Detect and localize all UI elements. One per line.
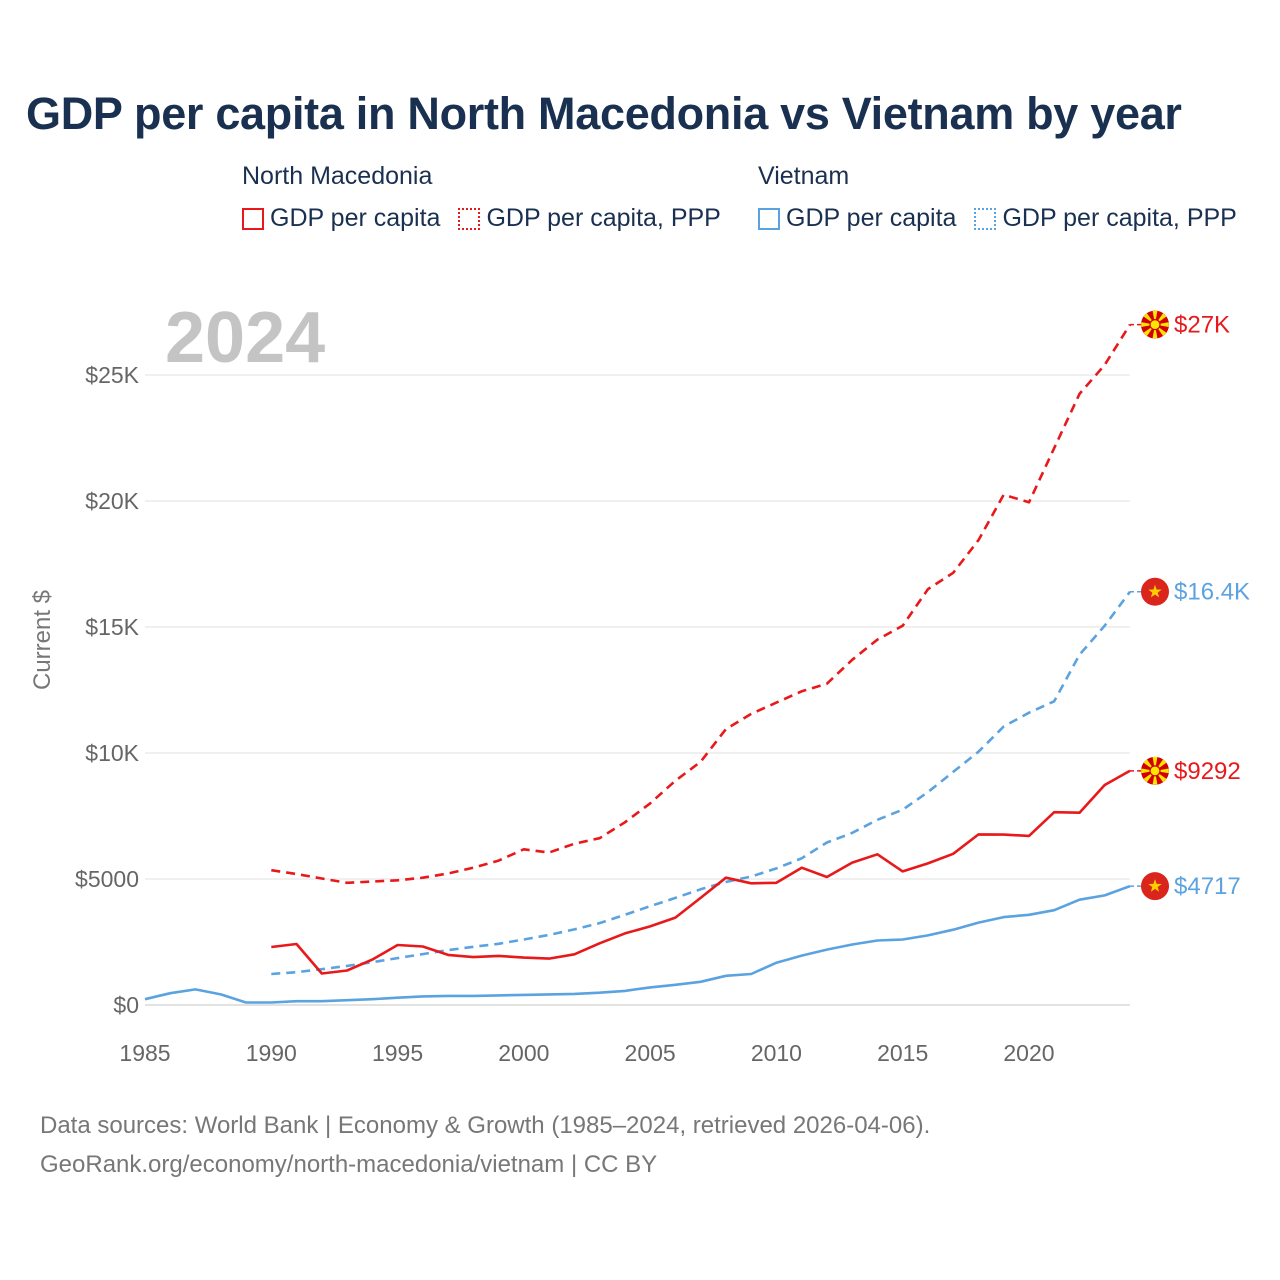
x-axis-ticks: 1985 1990 1995 2000 2005 2010 2015 2020 bbox=[119, 1040, 1054, 1066]
vietnam-flag-icon bbox=[1141, 577, 1169, 606]
flag-ray bbox=[1155, 768, 1169, 774]
y-tick-label: $10K bbox=[85, 740, 139, 766]
x-tick-label: 2020 bbox=[1003, 1040, 1054, 1066]
legend-swatch-dotted-icon bbox=[974, 207, 997, 230]
flag-ray bbox=[1155, 322, 1169, 327]
flag-ray bbox=[1152, 757, 1158, 771]
flag-sun bbox=[1149, 319, 1161, 331]
end-value-label: $16.4K bbox=[1174, 579, 1250, 606]
legend-item-north-macedonia-gdp[interactable]: GDP per capita bbox=[242, 204, 440, 233]
legend-group-title: Vietnam bbox=[758, 162, 850, 190]
series-lines bbox=[144, 323, 1132, 1004]
line-chart: 2024 Current $ $0 $5000 $10K $15K $20K $25K 1… bbox=[29, 298, 1250, 1066]
x-tick-label: 1995 bbox=[372, 1040, 423, 1066]
legend-swatch-solid-icon bbox=[758, 207, 780, 230]
flag-ray bbox=[1141, 322, 1155, 327]
x-tick-label: 2015 bbox=[877, 1040, 928, 1066]
y-tick-label: $20K bbox=[85, 488, 139, 514]
series-line-0 bbox=[271, 323, 1132, 885]
legend-group-vietnam: Vietnam GDP per capita GDP per capita, P… bbox=[758, 162, 1237, 233]
flag-ray bbox=[1152, 324, 1158, 339]
footer-link[interactable]: GeoRank.org/economy/north-macedonia/viet… bbox=[40, 1151, 658, 1178]
legend-label: GDP per capita, PPP bbox=[486, 204, 721, 232]
legend-item-vietnam-gdp-ppp[interactable]: GDP per capita, PPP bbox=[974, 204, 1237, 233]
grid-lines bbox=[145, 374, 1130, 1006]
legend-swatch-dotted-icon bbox=[458, 207, 481, 230]
legend-group-title: North Macedonia bbox=[242, 162, 433, 190]
flag-sun bbox=[1149, 765, 1161, 777]
y-tick-label: $0 bbox=[113, 992, 139, 1018]
series-end-markers: $27K $16.4K $9292 $4717 bbox=[1130, 310, 1250, 901]
legend-label: GDP per capita, PPP bbox=[1002, 204, 1237, 232]
y-axis-label: Current $ bbox=[29, 590, 56, 690]
legend-label: GDP per capita bbox=[270, 204, 441, 232]
series-line-3 bbox=[144, 884, 1131, 1004]
end-value-label: $27K bbox=[1174, 312, 1230, 339]
legend-label: GDP per capita bbox=[786, 204, 957, 232]
footer: Data sources: World Bank | Economy & Gro… bbox=[40, 1106, 930, 1184]
flag-star bbox=[1148, 584, 1162, 598]
footer-source: Data sources: World Bank | Economy & Gro… bbox=[40, 1112, 931, 1139]
x-tick-label: 2000 bbox=[498, 1040, 549, 1066]
x-tick-label: 2010 bbox=[751, 1040, 802, 1066]
x-tick-label: 1985 bbox=[119, 1040, 170, 1066]
y-tick-label: $25K bbox=[85, 362, 139, 388]
north-macedonia-flag-icon bbox=[1141, 756, 1169, 785]
flag-ray bbox=[1141, 768, 1155, 774]
series-line-2 bbox=[271, 769, 1131, 975]
y-tick-label: $5000 bbox=[75, 866, 139, 892]
end-value-label: $9292 bbox=[1174, 758, 1241, 785]
north-macedonia-flag-icon bbox=[1141, 310, 1169, 339]
x-tick-label: 1990 bbox=[246, 1040, 297, 1066]
flag-ray bbox=[1152, 770, 1158, 785]
flag-ray bbox=[1152, 310, 1158, 325]
y-tick-label: $15K bbox=[85, 614, 139, 640]
legend-item-north-macedonia-gdp-ppp[interactable]: GDP per capita, PPP bbox=[458, 204, 721, 233]
vietnam-flag-icon bbox=[1141, 872, 1169, 901]
x-tick-label: 2005 bbox=[625, 1040, 676, 1066]
legend-swatch-solid-icon bbox=[242, 207, 264, 230]
year-watermark: 2024 bbox=[165, 298, 325, 378]
legend-item-vietnam-gdp[interactable]: GDP per capita bbox=[758, 204, 956, 233]
end-value-label: $4717 bbox=[1174, 873, 1241, 900]
y-axis-ticks: $0 $5000 $10K $15K $20K $25K bbox=[75, 362, 140, 1018]
legend-group-north-macedonia: North Macedonia GDP per capita GDP per c… bbox=[242, 162, 721, 233]
flag-star bbox=[1148, 879, 1162, 892]
series-line-1 bbox=[271, 590, 1132, 976]
chart-title: GDP per capita in North Macedonia vs Vie… bbox=[26, 88, 1182, 139]
